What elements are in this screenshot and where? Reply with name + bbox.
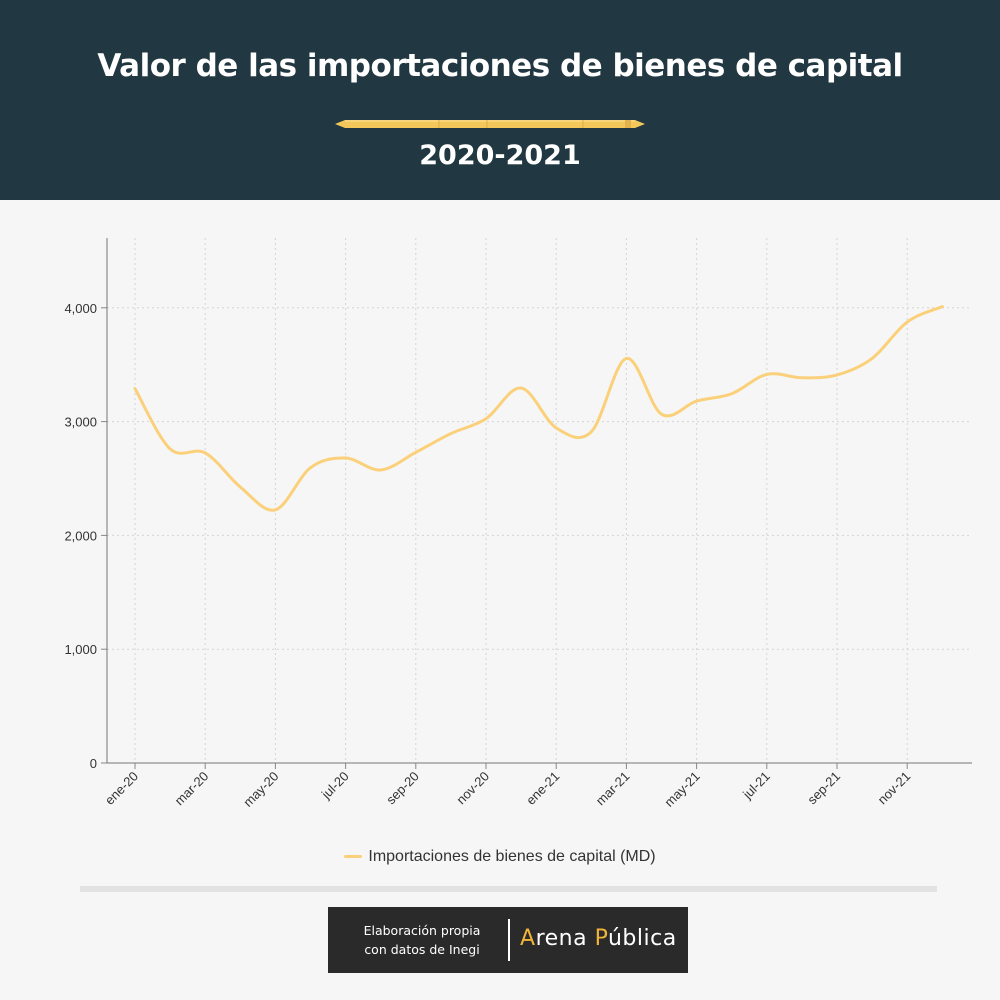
credit-separator [508,919,510,961]
x-tick-label: sep-21 [804,769,843,808]
x-tick-label: mar-21 [593,769,633,809]
chart-axes [101,238,972,769]
credit-text: Elaboración propia con datos de Inegi [342,921,502,959]
chart-legend[interactable]: Importaciones de bienes de capital (MD) [0,848,1000,866]
y-tick-label: 2,000 [64,528,97,543]
footer-divider [80,886,937,892]
x-tick-labels: ene-20 mar-20 may-20 jul-20 sep-20 nov-20 ene-… [102,769,913,810]
x-tick-label: ene-21 [523,769,562,808]
y-tick-labels: 0 1,000 2,000 3,000 4,000 [64,301,97,771]
brand-logo: Arena Pública [520,926,677,951]
x-tick-label: jul-20 [318,769,352,803]
series-lines [133,305,944,512]
x-tick-label: may-20 [240,769,281,810]
x-tick-label: may-21 [661,769,702,810]
x-tick-label: nov-21 [875,769,914,808]
credit-box: Elaboración propia con datos de Inegi Ar… [328,907,688,973]
chart-title: Valor de las importaciones de bienes de … [97,48,903,84]
series-line-importaciones[interactable] [133,305,944,512]
x-tick-label: jul-21 [739,769,773,803]
x-tick-label: nov-20 [453,769,492,808]
horizontal-gridlines [107,307,972,650]
pencil-divider-icon [335,120,645,128]
x-tick-label: sep-20 [383,769,422,808]
header-banner: Valor de las importaciones de bienes de … [0,0,1000,200]
y-tick-label: 4,000 [64,301,97,316]
y-tick-label: 3,000 [64,415,97,430]
credit-line-1: Elaboración propia [363,923,481,938]
y-tick-label: 1,000 [64,642,97,657]
y-tick-label: 0 [90,756,97,771]
x-tick-label: ene-20 [102,769,141,808]
credit-line-2: con datos de Inegi [364,942,480,957]
line-chart: 0 1,000 2,000 3,000 4,000 ene-20 mar-20 may-20… [64,238,972,810]
x-tick-label: mar-20 [172,769,212,809]
chart-subtitle: 2020-2021 [419,140,581,171]
legend-swatch [344,855,363,859]
legend-label: Importaciones de bienes de capital (MD) [368,848,656,865]
vertical-gridlines [134,238,908,763]
